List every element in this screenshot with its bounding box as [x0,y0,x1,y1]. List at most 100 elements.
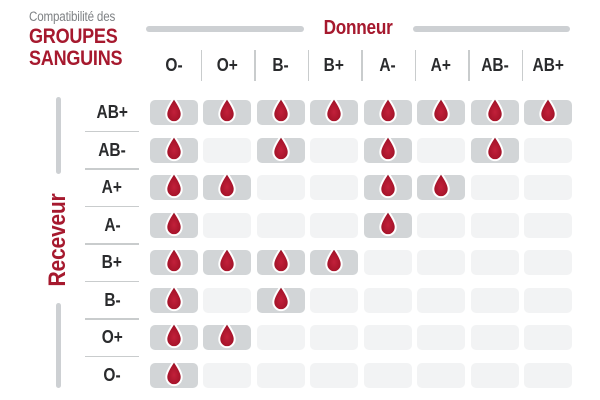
donor-axis-label: Donneur [304,17,413,40]
blood-drop-icon [379,209,397,236]
receiver-header-text: O+ [101,327,123,348]
cell-A--from-A--compatible [363,209,412,238]
cell-AB--from-O--compatible [149,134,198,163]
cell-B--from-B+-incompatible [310,287,359,313]
cell-AB--from-A--compatible [363,134,412,163]
blood-drop-icon [272,97,290,124]
receiver-header-text: AB- [98,139,126,160]
cell-B--from-O--compatible [149,284,198,313]
cell-O+-from-AB+-incompatible [524,325,573,351]
cell-O+-from-A--incompatible [363,325,412,351]
cell-AB+-from-AB+-compatible [524,97,573,126]
donor-axis-label-text: Donneur [324,17,393,39]
cell-AB+-from-AB--compatible [470,97,519,126]
donor-header-O-: O- [147,49,201,82]
cell-A--from-B+-incompatible [310,212,359,238]
cell-A--from-AB+-incompatible [524,212,573,238]
cell-B+-from-B+-compatible [310,247,359,276]
blood-drop-icon [165,247,183,274]
matrix-row-B-: B- [84,282,575,320]
receiver-header-text: A- [103,214,121,235]
title-eyebrow-text: Compatibilité des [29,9,116,24]
cell-O--from-AB--incompatible [470,362,519,388]
cell-A--from-AB--incompatible [470,212,519,238]
receiver-axis-rule-bottom [56,303,61,388]
receiver-header-text: B+ [101,252,123,273]
cell-B+-from-O+-compatible [203,247,252,276]
blood-drop-icon [272,247,290,274]
title-block: Compatibilité des GROUPES SANGUINS [29,9,137,70]
receiver-header-O-: O- [84,357,140,395]
matrix-row-O-: O- [84,357,575,395]
receiver-header-text: A+ [101,177,123,198]
donor-header-A-: A- [361,49,415,82]
blood-drop-icon [165,97,183,124]
receiver-header-text: B- [103,289,121,310]
matrix-row-B+: B+ [84,244,575,282]
receiver-axis-label: Receveur [44,193,71,287]
matrix-row-cells [147,94,575,132]
cell-A+-from-A--compatible [363,172,412,201]
cell-B--from-AB--incompatible [470,287,519,313]
blood-drop-icon [432,172,450,199]
blood-drop-icon [379,134,397,161]
receiver-header-B+: B+ [84,244,140,282]
blood-drop-icon [325,247,343,274]
cell-A+-from-O+-compatible [203,172,252,201]
blood-drop-icon [272,284,290,311]
cell-AB--from-AB--compatible [470,134,519,163]
cell-A--from-B--incompatible [256,212,305,238]
blood-drop-icon [218,322,236,349]
cell-O+-from-B--incompatible [256,325,305,351]
blood-drop-icon [165,172,183,199]
cell-A+-from-AB+-incompatible [524,175,573,201]
receiver-header-AB-: AB- [84,132,140,170]
receiver-header-AB+: AB+ [84,94,140,132]
receiver-header-text: O- [103,364,121,385]
cell-AB+-from-A+-compatible [417,97,466,126]
cell-B--from-AB+-incompatible [524,287,573,313]
cell-AB+-from-O+-compatible [203,97,252,126]
blood-drop-icon [379,97,397,124]
blood-drop-icon [165,284,183,311]
donor-header-AB+: AB+ [521,49,576,82]
donor-axis-rule-left [146,26,304,32]
matrix-row-cells [147,207,575,245]
cell-O+-from-O+-compatible [203,322,252,351]
blood-drop-icon [272,134,290,161]
receiver-header-text: AB+ [96,102,128,123]
donor-header-text: O+ [216,55,238,75]
donor-axis-rule-right [413,26,570,32]
donor-column-headers: O- O+ B- B+ A- A+ AB- AB+ [147,49,575,82]
donor-header-B+: B+ [307,49,362,82]
donor-header-B-: B- [254,49,308,82]
blood-drop-icon [218,172,236,199]
blood-drop-icon [165,322,183,349]
matrix-row-AB+: AB+ [84,94,575,132]
cell-A--from-O--compatible [149,209,198,238]
cell-O--from-O--compatible [149,359,198,388]
matrix-row-cells [147,319,575,357]
title-eyebrow: Compatibilité des [29,9,137,24]
cell-A+-from-O--compatible [149,172,198,201]
matrix-row-cells [147,244,575,282]
matrix-row-cells [147,282,575,320]
cell-B--from-A+-incompatible [417,287,466,313]
blood-drop-icon [165,359,183,386]
donor-header-text: A- [379,55,396,75]
donor-header-text: O- [165,55,183,75]
donor-header-text: B- [272,55,289,75]
cell-O--from-B+-incompatible [310,362,359,388]
cell-AB+-from-A--compatible [363,97,412,126]
cell-B+-from-AB--incompatible [470,250,519,276]
cell-AB--from-O+-incompatible [203,137,252,163]
cell-B--from-A--incompatible [363,287,412,313]
matrix-row-A-: A- [84,207,575,245]
cell-B--from-B--compatible [256,284,305,313]
matrix-row-cells [147,357,575,395]
cell-O+-from-B+-incompatible [310,325,359,351]
cell-B--from-O+-incompatible [203,287,252,313]
blood-drop-icon [539,97,557,124]
cell-O+-from-AB--incompatible [470,325,519,351]
